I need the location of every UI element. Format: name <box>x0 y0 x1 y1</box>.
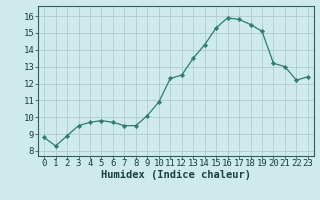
X-axis label: Humidex (Indice chaleur): Humidex (Indice chaleur) <box>101 170 251 180</box>
